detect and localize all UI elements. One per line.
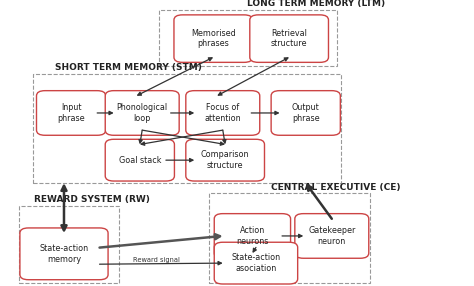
Text: CENTRAL EXECUTIVE (CE): CENTRAL EXECUTIVE (CE) [271, 183, 401, 192]
FancyBboxPatch shape [105, 91, 179, 135]
FancyBboxPatch shape [36, 91, 106, 135]
FancyBboxPatch shape [271, 91, 340, 135]
Text: State-action
memory: State-action memory [39, 244, 89, 263]
Bar [19, 206, 118, 283]
Text: Gatekeeper
neuron: Gatekeeper neuron [308, 226, 356, 246]
FancyBboxPatch shape [214, 214, 291, 258]
FancyBboxPatch shape [250, 15, 328, 62]
Text: Output
phrase: Output phrase [292, 103, 319, 123]
Text: Reward signal: Reward signal [133, 257, 180, 263]
Text: Action
neurons: Action neurons [236, 226, 269, 246]
Bar [209, 193, 370, 283]
Text: Comparison
structure: Comparison structure [201, 150, 249, 170]
Text: LONG TERM MEMORY (LTM): LONG TERM MEMORY (LTM) [247, 0, 385, 8]
Text: REWARD SYSTEM (RW): REWARD SYSTEM (RW) [34, 196, 150, 204]
FancyBboxPatch shape [174, 15, 253, 62]
Text: Focus of
attention: Focus of attention [204, 103, 241, 123]
Text: Phonological
loop: Phonological loop [117, 103, 168, 123]
Text: Retrieval
structure: Retrieval structure [271, 29, 308, 48]
Text: Memorised
phrases: Memorised phrases [191, 29, 236, 48]
FancyBboxPatch shape [295, 214, 369, 258]
Text: State-action
asociation: State-action asociation [231, 253, 281, 273]
Text: SHORT TERM MEMORY (STM): SHORT TERM MEMORY (STM) [55, 63, 201, 72]
FancyBboxPatch shape [186, 139, 264, 181]
Bar [33, 74, 341, 183]
FancyBboxPatch shape [20, 228, 108, 280]
FancyBboxPatch shape [186, 91, 260, 135]
FancyBboxPatch shape [214, 242, 298, 284]
Text: Input
phrase: Input phrase [57, 103, 85, 123]
Bar [159, 10, 337, 66]
FancyBboxPatch shape [105, 139, 174, 181]
Text: Goal stack: Goal stack [118, 156, 161, 165]
